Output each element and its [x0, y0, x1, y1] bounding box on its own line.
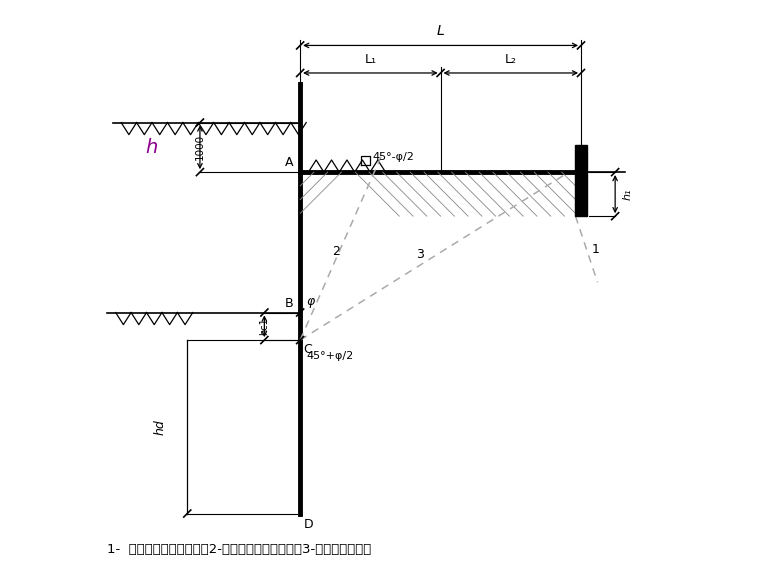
Text: h₁: h₁ — [622, 188, 632, 200]
Text: L₁: L₁ — [364, 53, 376, 66]
Text: hd: hd — [154, 419, 166, 435]
Text: hc1: hc1 — [259, 317, 269, 335]
Text: A: A — [285, 156, 293, 169]
Text: 1-  锚碇被动土楔滑移线；2-板桩主动土楔滑移线；3-静止土楔滑移线: 1- 锚碇被动土楔滑移线；2-板桩主动土楔滑移线；3-静止土楔滑移线 — [107, 543, 372, 556]
Text: D: D — [303, 518, 313, 531]
Text: φ: φ — [307, 295, 315, 308]
Text: L: L — [437, 24, 445, 38]
Text: 45°-φ/2: 45°-φ/2 — [373, 152, 415, 162]
Bar — [575, 145, 587, 216]
Text: 3: 3 — [416, 248, 423, 261]
Text: B: B — [285, 297, 293, 310]
Text: 2: 2 — [332, 245, 340, 259]
Text: C: C — [303, 343, 312, 356]
Text: 45°+φ/2: 45°+φ/2 — [307, 351, 354, 361]
Text: 1: 1 — [592, 243, 600, 256]
Text: 1000: 1000 — [195, 134, 205, 160]
Text: L₂: L₂ — [505, 53, 517, 66]
Text: h: h — [145, 138, 157, 157]
